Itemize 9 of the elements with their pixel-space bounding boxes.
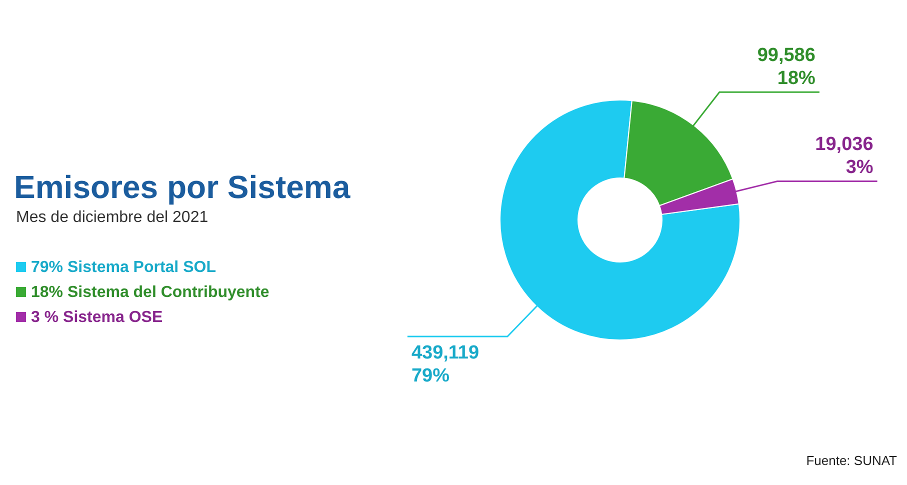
legend-label: 3 % Sistema OSE [31, 309, 163, 326]
text: Mes de diciembre del 2021 [16, 209, 208, 226]
source-note: Fuente: SUNAT [806, 453, 898, 468]
data-label: 19,036 3% [815, 134, 874, 178]
text: Emisores por Sistema [14, 169, 350, 205]
legend-label: 18% Sistema del Contribuyente [31, 284, 270, 301]
data-label: 439,119 79% [411, 342, 480, 387]
legend-label: 79% Sistema Portal SOL [31, 259, 216, 276]
data-label: 99,586 18% [757, 45, 816, 90]
